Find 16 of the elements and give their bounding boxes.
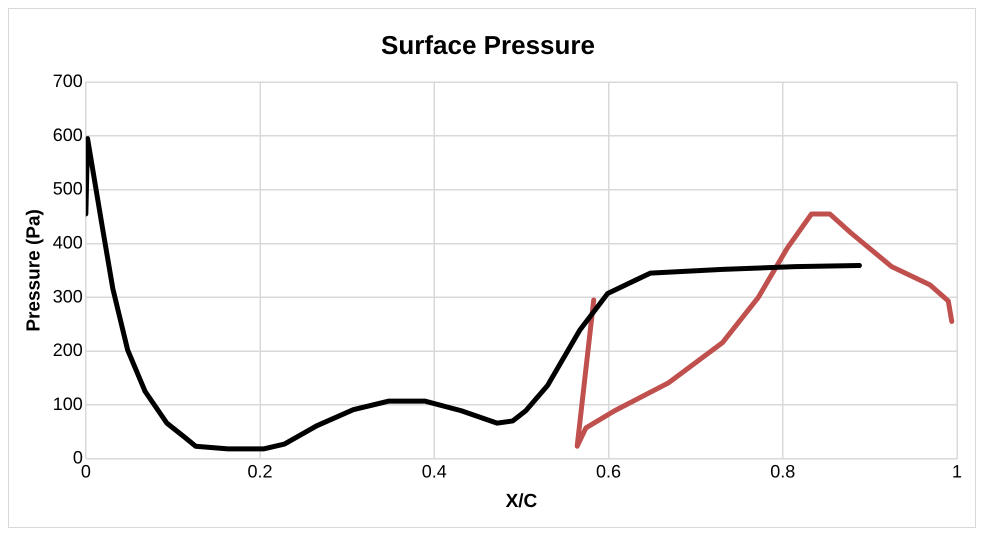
y-tick-label: 400 — [52, 232, 83, 252]
x-tick-label: 0.6 — [596, 461, 622, 482]
y-tick-label: 100 — [52, 394, 83, 414]
x-tick-label: 0.2 — [248, 461, 273, 482]
y-tick-label: 0 — [72, 448, 83, 468]
x-tick-label: 0.4 — [422, 461, 447, 482]
y-tick-label: 700 — [52, 71, 83, 92]
y-tick-label: 200 — [52, 340, 83, 360]
y-tick-label: 500 — [52, 178, 83, 199]
x-tick-label: 1 — [952, 461, 962, 482]
y-tick-label: 600 — [52, 124, 83, 145]
x-axis-title: X/C — [506, 490, 538, 512]
chart-title: Surface Pressure — [381, 30, 595, 60]
y-axis-title: Pressure (Pa) — [24, 209, 45, 332]
y-tick-label: 300 — [52, 286, 83, 306]
x-tick-label: 0.8 — [770, 461, 796, 482]
